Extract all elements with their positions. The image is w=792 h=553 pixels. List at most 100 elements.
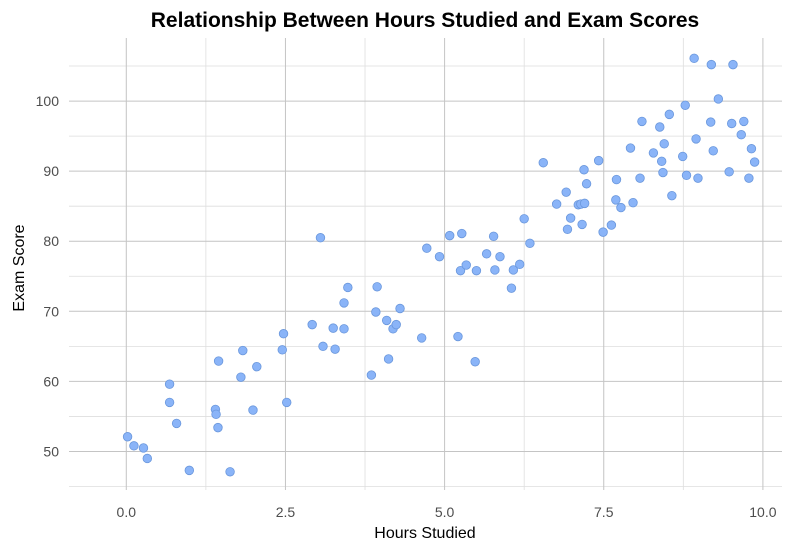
data-point: [637, 116, 647, 127]
data-point: [611, 174, 622, 185]
data-point: [213, 356, 224, 366]
grid: [69, 38, 782, 490]
y-tick-label: 100: [36, 93, 60, 109]
data-point: [746, 144, 757, 154]
data-point: [581, 179, 592, 189]
data-point: [252, 361, 262, 372]
data-point: [706, 117, 716, 127]
data-point: [391, 319, 401, 330]
data-point: [372, 282, 382, 292]
data-point: [318, 341, 328, 352]
data-point: [277, 345, 287, 355]
data-point: [616, 202, 626, 213]
data-point: [724, 167, 734, 177]
data-point: [628, 197, 638, 208]
data-point: [453, 331, 463, 342]
data-point: [330, 344, 340, 354]
data-point: [495, 251, 505, 262]
data-point: [238, 345, 248, 356]
data-point: [561, 187, 571, 197]
data-point: [680, 100, 690, 110]
data-point: [444, 230, 455, 241]
data-point: [211, 409, 221, 420]
data-point: [129, 441, 139, 451]
data-point: [461, 260, 471, 270]
data-point: [565, 213, 576, 223]
data-point: [579, 198, 590, 209]
data-point: [538, 158, 548, 168]
data-point: [315, 233, 326, 243]
data-point: [708, 146, 718, 156]
data-point: [184, 465, 195, 476]
y-axis-ticks: 50 60 70 80 90 100: [36, 93, 60, 459]
data-point: [689, 53, 699, 64]
data-point: [164, 379, 175, 389]
data-point: [515, 259, 525, 270]
data-point: [434, 251, 445, 262]
data-point: [381, 315, 392, 326]
y-tick-label: 60: [43, 373, 59, 389]
data-point: [648, 148, 659, 158]
data-point: [667, 190, 677, 201]
data-point: [606, 220, 617, 230]
data-point: [225, 467, 235, 477]
data-point: [339, 298, 349, 308]
y-tick-label: 90: [43, 163, 59, 179]
data-point: [706, 59, 717, 70]
data-point: [343, 282, 353, 293]
data-point: [164, 397, 175, 408]
data-point: [307, 319, 317, 330]
data-point: [681, 170, 692, 181]
data-point: [658, 167, 668, 178]
data-point: [142, 453, 153, 464]
data-point: [138, 443, 149, 453]
x-tick-label: 5.0: [435, 504, 455, 520]
data-point: [213, 422, 223, 433]
data-point: [693, 173, 703, 183]
x-tick-label: 10.0: [749, 504, 776, 520]
data-point: [488, 231, 499, 242]
data-point: [611, 195, 621, 205]
y-axis-title: Exam Score: [11, 224, 28, 311]
data-point: [551, 199, 562, 209]
data-point: [598, 227, 608, 237]
data-point: [659, 139, 669, 149]
y-tick-label: 80: [43, 233, 59, 249]
data-point: [625, 143, 636, 153]
data-point: [562, 224, 573, 235]
data-point: [749, 157, 760, 167]
data-point: [236, 372, 246, 382]
data-point: [282, 397, 292, 408]
data-point: [519, 214, 529, 224]
x-axis-title: Hours Studied: [374, 525, 475, 542]
data-point: [366, 370, 377, 380]
data-point: [339, 324, 349, 334]
data-point: [122, 432, 133, 442]
x-tick-label: 2.5: [276, 504, 296, 520]
data-point: [691, 134, 701, 144]
data-point: [525, 238, 535, 249]
data-point: [727, 118, 737, 129]
x-axis-ticks: 0.0 2.5 5.0 7.5 10.0: [117, 504, 777, 520]
data-point: [506, 283, 517, 293]
data-point: [728, 59, 738, 70]
data-point: [736, 130, 746, 140]
x-tick-label: 7.5: [594, 504, 614, 520]
data-point: [579, 165, 589, 175]
data-point: [577, 219, 587, 230]
data-point: [171, 418, 182, 429]
data-point: [656, 156, 667, 167]
data-point: [395, 303, 405, 314]
data-point: [455, 265, 466, 276]
data-points: [122, 53, 760, 477]
data-point: [593, 155, 604, 166]
data-point: [248, 405, 258, 415]
data-point: [490, 265, 500, 275]
data-point: [508, 265, 519, 275]
data-point: [328, 323, 338, 333]
data-point: [371, 307, 381, 317]
data-point: [422, 243, 432, 253]
y-tick-label: 50: [43, 443, 59, 459]
chart-title: Relationship Between Hours Studied and E…: [151, 9, 699, 32]
data-point: [744, 173, 754, 183]
